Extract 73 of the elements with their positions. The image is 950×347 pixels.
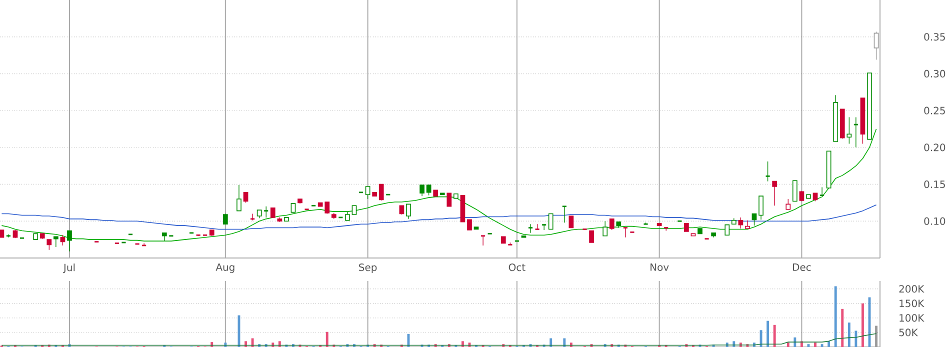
candlestick bbox=[758, 196, 764, 220]
y-tick-label: 0.25 bbox=[924, 106, 945, 114]
candlestick bbox=[589, 230, 594, 243]
y-tick-label: 0.30 bbox=[924, 70, 946, 78]
bar bbox=[786, 342, 790, 347]
y-tick-label: 100K bbox=[900, 314, 924, 322]
bar bbox=[834, 286, 837, 347]
bar bbox=[326, 332, 328, 347]
y-tick-label: 200K bbox=[899, 285, 924, 293]
bar bbox=[244, 341, 247, 347]
candlestick bbox=[609, 218, 614, 230]
candlestick bbox=[467, 219, 472, 230]
x-tick-label: Oct bbox=[508, 264, 526, 272]
candlestick bbox=[724, 224, 730, 236]
candlestick bbox=[46, 239, 52, 250]
candlestick bbox=[602, 220, 608, 236]
bar bbox=[854, 330, 858, 347]
candlestick bbox=[752, 213, 757, 226]
y-tick-label: 0.15 bbox=[924, 180, 945, 188]
candlestick bbox=[365, 186, 370, 200]
bar bbox=[563, 338, 566, 347]
candlestick bbox=[420, 184, 424, 196]
candlestick bbox=[819, 186, 825, 196]
candlestick bbox=[745, 220, 750, 229]
y-tick-label: 0.35 bbox=[924, 33, 945, 41]
x-tick-label: Aug bbox=[216, 264, 234, 273]
bar bbox=[828, 341, 830, 347]
candlestick bbox=[60, 234, 66, 246]
x-tick-label: Nov bbox=[650, 264, 669, 271]
candlestick bbox=[738, 217, 744, 229]
candlestick bbox=[378, 184, 384, 201]
candlestick bbox=[426, 184, 432, 196]
candlestick bbox=[541, 224, 547, 230]
x-tick-label: Jul bbox=[62, 264, 75, 274]
bar bbox=[848, 322, 850, 347]
candlestick bbox=[622, 227, 628, 238]
candlestick bbox=[67, 230, 72, 252]
bar bbox=[251, 338, 254, 347]
bar bbox=[820, 344, 824, 347]
candlestick bbox=[250, 213, 256, 221]
candlestick bbox=[263, 206, 269, 218]
x-tick-label: Sep bbox=[359, 264, 377, 274]
candlestick bbox=[480, 235, 486, 246]
bar bbox=[278, 341, 281, 347]
candlestick bbox=[846, 116, 852, 144]
candlestick bbox=[792, 180, 798, 202]
bar bbox=[766, 320, 770, 347]
bar bbox=[814, 342, 816, 347]
bar bbox=[461, 341, 464, 347]
candlestick bbox=[562, 206, 568, 223]
bar bbox=[794, 337, 796, 347]
candlestick bbox=[548, 213, 554, 230]
candlestick bbox=[446, 192, 452, 207]
y-tick-label: 50K bbox=[899, 328, 918, 336]
y-tick-label: 0.10 bbox=[924, 217, 946, 225]
candlestick bbox=[528, 224, 534, 234]
candlestick bbox=[236, 184, 242, 212]
candlestick bbox=[270, 207, 276, 218]
y-tick-label: 0.20 bbox=[924, 144, 946, 152]
candlestick bbox=[853, 116, 859, 148]
candlestick bbox=[765, 161, 771, 182]
bar bbox=[773, 324, 776, 347]
candlestick bbox=[243, 192, 248, 204]
candlestick bbox=[786, 198, 791, 210]
candlestick bbox=[54, 236, 58, 248]
candlestick bbox=[772, 180, 778, 206]
y-tick-label: 150K bbox=[900, 300, 924, 308]
candlestick bbox=[406, 204, 411, 220]
candlestick bbox=[568, 216, 574, 228]
x-tick-label: Dec bbox=[793, 264, 811, 271]
bar bbox=[862, 303, 864, 347]
bar bbox=[841, 308, 844, 347]
bar bbox=[550, 338, 552, 347]
